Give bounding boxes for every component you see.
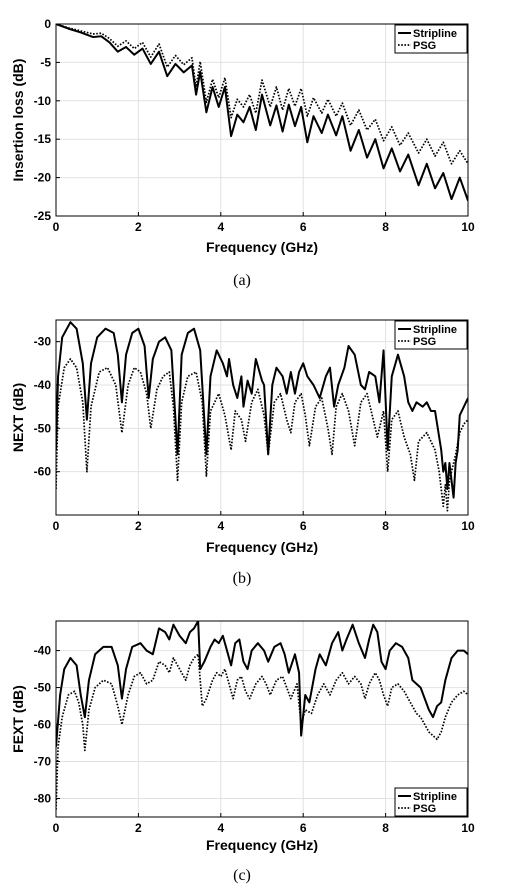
x-tick-label: 10: [461, 220, 475, 234]
y-tick-label: -30: [34, 335, 52, 349]
figure-caption: (c): [233, 867, 251, 884]
y-tick-label: -50: [34, 421, 52, 435]
x-tick-label: 0: [53, 821, 60, 835]
plot-frame: [55, 319, 469, 516]
y-tick-label: -10: [34, 94, 52, 108]
legend-label-stripline: Stripline: [413, 28, 457, 40]
legend-label-psg: PSG: [413, 40, 436, 52]
y-tick-label: -25: [34, 209, 52, 223]
x-tick-label: 2: [135, 519, 142, 533]
x-tick-label: 0: [53, 220, 60, 234]
x-tick-label: 10: [461, 821, 475, 835]
series-line-stripline: [56, 321, 468, 499]
legend-label-stripline: Stripline: [413, 324, 457, 336]
figure-caption: (b): [233, 570, 252, 587]
y-tick-label: -40: [34, 378, 52, 392]
y-tick-label: -50: [34, 681, 52, 695]
series-line-psg: [56, 358, 468, 512]
y-tick-label: -20: [34, 171, 52, 185]
legend-label-psg: PSG: [413, 336, 436, 348]
y-tick-label: -70: [34, 755, 52, 769]
x-tick-label: 4: [217, 519, 224, 533]
legend-label-psg: PSG: [413, 803, 436, 815]
x-tick-label: 4: [217, 220, 224, 234]
x-tick-label: 2: [135, 821, 142, 835]
y-axis-label: NEXT (dB): [10, 383, 26, 452]
series-line-stripline: [56, 621, 468, 747]
x-tick-label: 8: [382, 519, 389, 533]
chart-insertion-loss: 0 2 4 6 8 10 0 -5 -10 -15 -20 -25 Frequency (GHz) Ins…: [10, 17, 475, 289]
x-tick-label: 4: [217, 821, 224, 835]
y-axis-label: FEXT (dB): [10, 685, 26, 753]
y-tick-label: -60: [34, 718, 52, 732]
y-tick-label: -80: [34, 792, 52, 806]
x-axis-label: Frequency (GHz): [206, 539, 318, 555]
y-tick-label: 0: [44, 17, 51, 31]
x-tick-label: 8: [382, 821, 389, 835]
y-tick-label: -40: [34, 644, 52, 658]
y-tick-label: -15: [34, 132, 52, 146]
x-tick-label: 10: [461, 519, 475, 533]
x-tick-label: 6: [300, 220, 307, 234]
y-tick-label: -60: [34, 465, 52, 479]
legend-label-stripline: Stripline: [413, 791, 457, 803]
series-line-psg: [56, 653, 468, 810]
plot-frame: [55, 620, 469, 818]
x-axis-label: Frequency (GHz): [206, 239, 318, 255]
x-tick-label: 6: [300, 821, 307, 835]
series-line-psg: [56, 24, 468, 165]
series-line-stripline: [56, 24, 468, 201]
x-tick-label: 2: [135, 220, 142, 234]
x-axis-label: Frequency (GHz): [206, 837, 318, 853]
chart-next: 0 2 4 6 8 10 -30 -40 -50 -60 Frequency (GHz) NEXT (…: [10, 319, 475, 587]
x-tick-label: 0: [53, 519, 60, 533]
y-axis-label: Insertion loss (dB): [10, 59, 26, 182]
figure-caption: (a): [233, 272, 251, 289]
x-tick-label: 8: [382, 220, 389, 234]
x-tick-label: 6: [300, 519, 307, 533]
chart-fext: 0 2 4 6 8 10 -40 -50 -60 -70 -80 Frequency (GHz) FEX…: [10, 620, 475, 884]
plot-frame: [55, 23, 469, 217]
y-tick-label: -5: [40, 55, 51, 69]
